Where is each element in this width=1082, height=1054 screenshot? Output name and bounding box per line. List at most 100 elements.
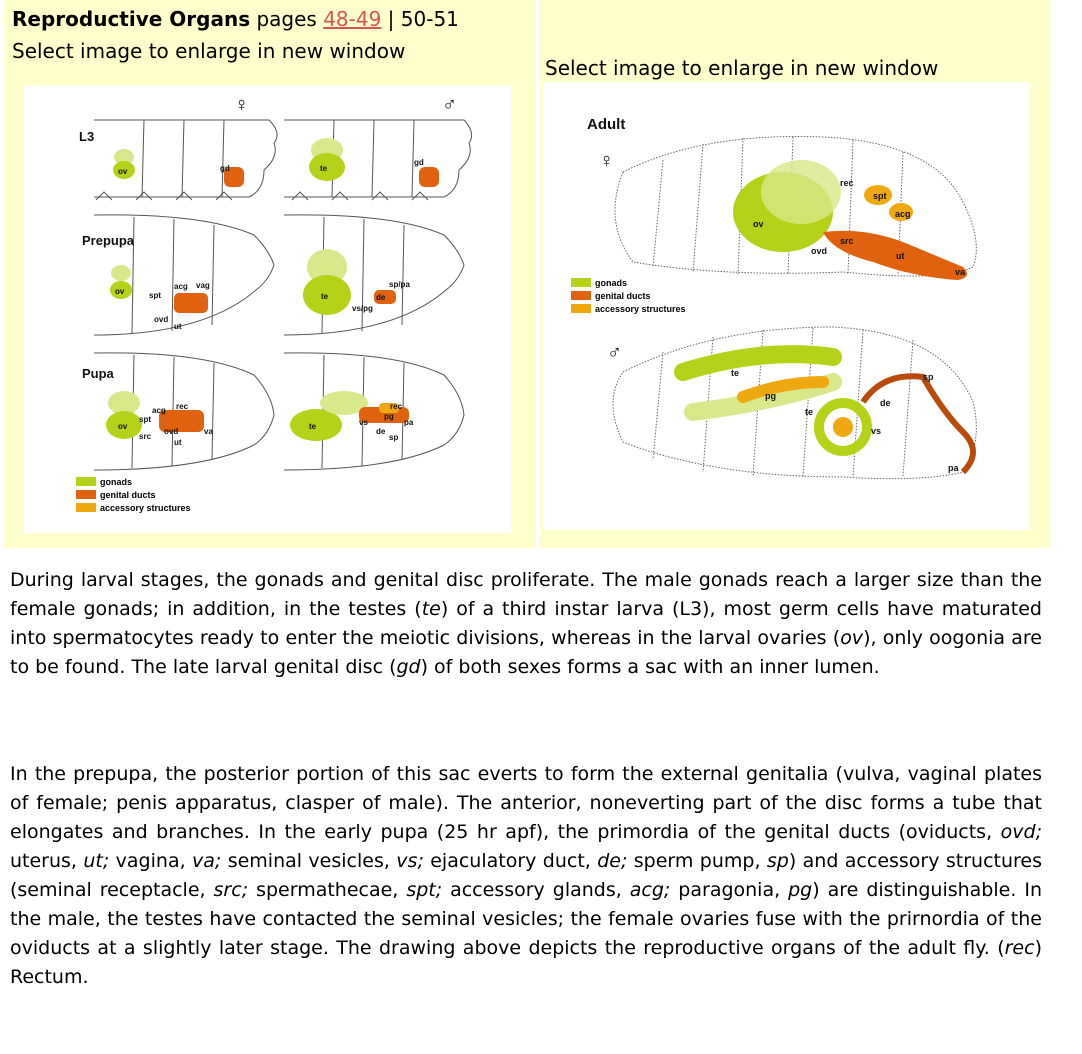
p2-term-spt: spt; <box>406 879 443 901</box>
label-sp-pa: sp/pa <box>389 280 410 289</box>
p2-term-ut: ut; <box>83 850 110 872</box>
p1-term-gd: gd <box>396 656 421 678</box>
right-legend: gonads genital ducts accessory structure… <box>571 278 686 314</box>
stage-label-prepupa: Prepupa <box>82 233 135 248</box>
pages-48-49-link[interactable]: 48-49 <box>323 7 382 31</box>
stage-label-l3: L3 <box>79 129 94 144</box>
right-label-acg: acg <box>895 209 911 219</box>
right-label-pg: pg <box>765 391 776 401</box>
legend-swatch-accessory <box>76 503 96 512</box>
right-organ-shapes <box>674 160 976 475</box>
right-label-ov: ov <box>753 219 764 229</box>
p2-text-12: ) Rectum. <box>10 937 1042 988</box>
right-legend-genital-ducts: genital ducts <box>595 291 651 301</box>
page-title: Reproductive Organs <box>12 7 251 31</box>
p2-term-acg: acg; <box>629 879 671 901</box>
right-label-src: src <box>840 236 854 246</box>
right-label-pa: pa <box>948 463 959 473</box>
pages-separator: | <box>381 7 401 31</box>
legend-swatch-genital-ducts <box>76 490 96 499</box>
label-te-pupa: te <box>309 422 317 431</box>
p2-term-de: de; <box>597 850 628 872</box>
p2-text-3: vagina, <box>109 850 193 872</box>
label-spt-pupa: spt <box>139 415 151 424</box>
page-header: Reproductive Organs pages 48-49 | 50-51 <box>12 6 459 32</box>
paragraph-prepupa: In the prepupa, the posterior portion of… <box>10 760 1042 992</box>
p2-text-5: ejaculatory duct, <box>423 850 598 872</box>
larval-stages-drawing: ♀ ♂ L3 Prepupa Pupa ov gd te gd ov acg v… <box>76 94 473 513</box>
p2-text-11: ) are distinguishable. In the male, the … <box>10 879 1042 959</box>
pages-50-51: 50-51 <box>400 7 459 31</box>
label-de-pupa: de <box>376 427 386 436</box>
left-panel: Reproductive Organs pages 48-49 | 50-51 … <box>4 0 535 548</box>
label-acg-pupa: acg <box>152 406 166 415</box>
right-label-va: va <box>955 267 966 277</box>
label-ut-pupa: ut <box>174 438 182 447</box>
label-vag: vag <box>196 281 210 290</box>
label-te-l3: te <box>320 164 328 173</box>
label-ov-pupa: ov <box>118 422 128 431</box>
larval-stages-figure[interactable]: ♀ ♂ L3 Prepupa Pupa ov gd te gd ov acg v… <box>24 85 511 533</box>
p2-text-1: In the prepupa, the posterior portion of… <box>10 763 1042 843</box>
p2-term-ovd: ovd; <box>1000 821 1042 843</box>
label-ov-l3: ov <box>118 167 128 176</box>
legend-genital-ducts: genital ducts <box>100 490 156 500</box>
p2-term-src: src; <box>213 879 249 901</box>
right-legend-swatch-accessory <box>571 304 591 313</box>
label-pg-pupa: pg <box>384 412 394 421</box>
enlarge-instruction-left: Select image to enlarge in new window <box>12 39 406 63</box>
p2-text-10: paragonia, <box>670 879 789 901</box>
p1-text-2: ) of a third instar larva (L3), most ger… <box>10 598 1042 649</box>
p2-term-va: va; <box>192 850 222 872</box>
stage-label-pupa: Pupa <box>82 366 115 381</box>
p1-term-te: te <box>421 598 441 620</box>
legend-accessory-structures: accessory structures <box>100 503 191 513</box>
label-ovd-pupa: ovd <box>164 427 178 436</box>
label-rec-pupa-female: rec <box>176 402 189 411</box>
right-label-vs: vs <box>871 426 881 436</box>
p2-text-2: uterus, <box>10 850 84 872</box>
p2-text-9: accessory glands, <box>442 879 630 901</box>
right-legend-accessory-structures: accessory structures <box>595 304 686 314</box>
label-gd-male: gd <box>414 158 424 167</box>
right-legend-swatch-gonads <box>571 278 591 287</box>
p2-term-rec: rec <box>1004 937 1035 959</box>
left-female-symbol: ♀ <box>234 94 249 116</box>
label-va-pupa: va <box>204 427 213 436</box>
right-legend-swatch-genital-ducts <box>571 291 591 300</box>
right-label-spt: spt <box>873 191 887 201</box>
legend-swatch-gonads <box>76 477 96 486</box>
p2-text-8: spermathecae, <box>248 879 407 901</box>
p1-term-ov: ov <box>840 627 864 649</box>
p2-term-pg: pg <box>788 879 813 901</box>
p1-text-3: ), only oogonia are to be found. The lat… <box>10 627 1043 678</box>
stage-label-adult: Adult <box>587 116 625 133</box>
p2-term-sp: sp <box>766 850 789 872</box>
label-src-pupa: src <box>139 432 152 441</box>
adult-fly-figure[interactable]: Adult ♀ ♂ rec spt acg ov src ovd ut va t… <box>543 82 1029 530</box>
label-spt-prepupa: spt <box>149 291 161 300</box>
adult-fly-drawing: Adult ♀ ♂ rec spt acg ov src ovd ut va t… <box>571 116 977 480</box>
right-female-symbol: ♀ <box>599 150 614 172</box>
left-male-symbol: ♂ <box>442 94 457 116</box>
right-label-rec: rec <box>840 178 854 188</box>
right-label-te-lower: te <box>805 407 813 417</box>
label-ut-prepupa: ut <box>174 322 182 331</box>
p2-text-7: ) and accessory structures (seminal rece… <box>10 850 1042 901</box>
p2-text-4: seminal vesicles, <box>221 850 397 872</box>
label-acg-prepupa: acg <box>174 282 188 291</box>
right-panel: Select image to enlarge in new window <box>539 0 1049 548</box>
label-pa-pupa: pa <box>404 418 414 427</box>
label-vs-pg: vs/pg <box>352 304 373 313</box>
right-label-sp: sp <box>923 372 934 382</box>
label-vs-pupa: vs <box>359 418 368 427</box>
label-sp-pupa: sp <box>389 433 398 442</box>
p2-term-vs: vs; <box>396 850 424 872</box>
label-ov-prepupa: ov <box>115 287 125 296</box>
label-rec-pupa-male: rec <box>390 402 403 411</box>
left-legend: gonads genital ducts accessory structure… <box>76 477 191 513</box>
right-legend-gonads: gonads <box>595 278 627 288</box>
label-te-prepupa: te <box>321 292 329 301</box>
right-label-ut: ut <box>896 251 905 261</box>
label-gd-female: gd <box>220 164 230 173</box>
